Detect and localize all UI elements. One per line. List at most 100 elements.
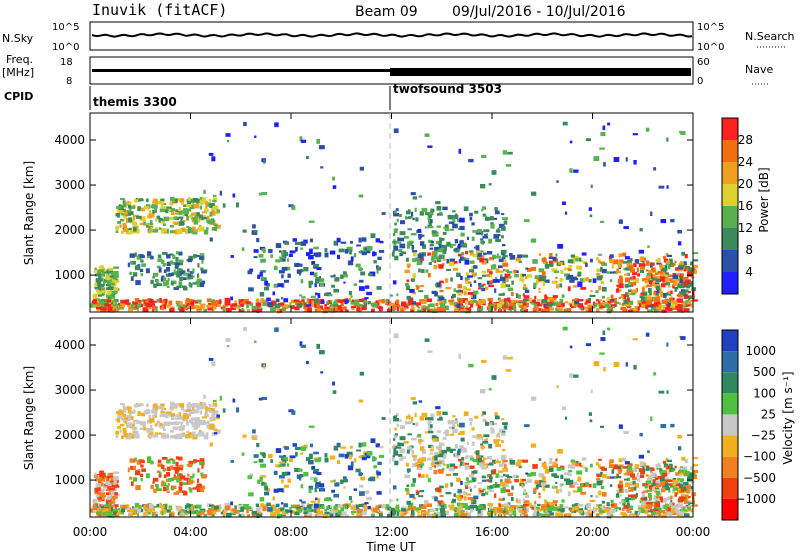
velocity-cell	[523, 509, 527, 515]
velocity-cell	[571, 461, 577, 466]
power-cell	[353, 253, 357, 258]
velocity-cell	[311, 503, 316, 507]
velocity-cell	[219, 504, 222, 509]
power-cell	[259, 292, 265, 297]
power-cell	[661, 283, 666, 288]
velocity-cell	[180, 511, 183, 516]
velocity-cell	[483, 434, 490, 438]
power-cell	[201, 259, 204, 264]
velocity-cell	[313, 477, 318, 483]
velocity-cell	[636, 472, 639, 478]
power-cell	[522, 293, 525, 297]
power-cell	[273, 265, 278, 271]
power-cell	[340, 274, 344, 279]
power-cell	[331, 284, 335, 288]
velocity-cell	[281, 512, 286, 515]
velocity-cell	[150, 484, 154, 490]
velocity-cell	[677, 434, 682, 439]
velocity-cell	[180, 433, 186, 437]
power-cell	[459, 217, 465, 223]
velocity-cell	[687, 500, 693, 503]
power-cell	[171, 280, 177, 285]
velocity-cell	[459, 422, 465, 428]
velocity-cell	[358, 399, 364, 403]
power-cell	[246, 309, 251, 312]
velocity-cell	[155, 406, 158, 411]
velocity-cell	[457, 489, 462, 494]
velocity-cell	[241, 452, 245, 456]
velocity-cell	[475, 450, 480, 456]
velocity-cell	[507, 476, 513, 479]
velocity-cell	[471, 477, 476, 483]
power-data	[90, 121, 699, 314]
velocity-cell	[166, 466, 171, 471]
power-cell	[333, 274, 336, 278]
velocity-cell	[296, 474, 302, 479]
velocity-cell	[177, 415, 184, 420]
velocity-cell	[538, 513, 542, 516]
velocity-cell	[531, 396, 537, 401]
power-cell	[206, 219, 210, 224]
power-cell	[481, 230, 484, 236]
velocity-cell	[254, 511, 261, 514]
velocity-cell	[537, 503, 541, 507]
velocity-cell	[179, 481, 183, 486]
power-cell	[314, 253, 321, 258]
velocity-cell	[395, 446, 402, 449]
velocity-cell	[444, 432, 449, 437]
power-cell	[558, 301, 562, 306]
velocity-cell	[133, 477, 138, 482]
power-cell	[678, 262, 685, 265]
power-cell	[418, 290, 424, 293]
power-cell	[613, 157, 620, 162]
velocity-cell	[408, 421, 413, 424]
velocity-cell	[175, 461, 179, 467]
velocity-cell	[626, 465, 632, 469]
power-cell	[428, 222, 432, 226]
power-cell	[417, 228, 422, 232]
velocity-cell	[429, 508, 435, 513]
power-cell	[420, 234, 425, 237]
power-cell	[667, 254, 672, 257]
velocity-cell	[497, 432, 500, 436]
velocity-cell	[366, 450, 373, 456]
velocity-cell	[314, 487, 317, 493]
power-cell	[333, 300, 338, 305]
power-cell	[502, 150, 507, 155]
power-cell	[281, 250, 284, 256]
velocity-cell	[667, 506, 671, 512]
power-cell	[559, 299, 564, 303]
velocity-cell	[323, 498, 329, 502]
velocity-cell	[260, 463, 266, 468]
power-cell	[162, 304, 167, 310]
power-cell	[454, 239, 458, 244]
power-cell	[234, 306, 239, 309]
velocity-cell	[437, 500, 444, 504]
power-cell	[672, 282, 678, 286]
velocity-cell	[633, 468, 637, 472]
velocity-cell	[231, 508, 238, 512]
power-cell	[155, 201, 158, 206]
velocity-cell	[200, 511, 205, 515]
velocity-cell	[595, 495, 599, 499]
velocity-cell	[376, 471, 382, 476]
velocity-cell	[372, 508, 378, 513]
velocity-cell	[680, 336, 686, 340]
velocity-cell	[399, 448, 406, 454]
velocity-cell	[106, 504, 111, 508]
power-cell	[211, 301, 217, 306]
power-cell	[406, 303, 409, 306]
power-cell	[683, 264, 688, 267]
velocity-cell	[188, 479, 193, 485]
velocity-cell	[357, 508, 363, 512]
velocity-cell	[596, 513, 600, 517]
power-cell	[576, 265, 583, 270]
velocity-cell	[159, 502, 162, 508]
velocity-cell	[438, 502, 443, 506]
velocity-cell	[645, 465, 650, 468]
velocity-cell	[212, 399, 217, 402]
nsearch-label: N.Search	[745, 30, 795, 43]
power-cell	[94, 284, 97, 290]
velocity-cell	[561, 499, 565, 503]
power-cell	[240, 303, 244, 307]
